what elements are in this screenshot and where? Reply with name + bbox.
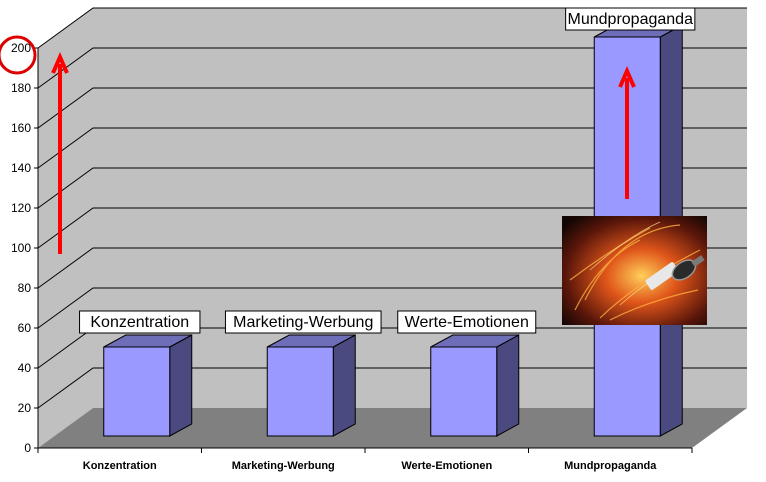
bar-front [266, 346, 334, 437]
data-label: Marketing-Werbung [224, 310, 382, 334]
bar-front [430, 346, 498, 437]
fire-photo [562, 216, 707, 325]
data-labels: Konzentration Marketing-Werbung Werte-Emot… [79, 7, 696, 334]
floor [38, 408, 747, 448]
bar [430, 334, 520, 437]
data-label-box [397, 310, 537, 334]
y-tick-label: 40 [18, 361, 32, 375]
lighter-icon [645, 255, 705, 290]
y-tick-label: 0 [24, 441, 31, 455]
gridline [37, 167, 747, 209]
data-label: Werte-Emotionen [397, 310, 537, 334]
gridline [37, 207, 747, 249]
arrow-up-icon [51, 52, 69, 254]
y-tick-label: 20 [18, 401, 32, 415]
x-tick-label: Marketing-Werbung [232, 460, 335, 472]
data-label-text: Marketing-Werbung [233, 314, 373, 331]
bar-front [103, 346, 171, 437]
gridline [37, 7, 747, 49]
bar [103, 334, 193, 437]
gridline [37, 287, 747, 329]
y-tick-labels: 0 20 40 60 80 100 120 140 160 180 200 [11, 41, 38, 455]
highlight-circle [0, 35, 37, 75]
y-tick-label: 80 [18, 281, 32, 295]
data-label-box [224, 310, 382, 334]
x-tick-labels: Konzentration Marketing-Werbung Werte-Emot… [83, 460, 657, 472]
data-label-box [79, 310, 201, 334]
data-label: Mundpropaganda [565, 7, 696, 31]
gridline [37, 47, 747, 89]
y-tick-label: 100 [11, 241, 31, 255]
x-tick-label: Werte-Emotionen [401, 460, 492, 472]
data-label-box [565, 7, 696, 31]
data-label: Konzentration [79, 310, 201, 334]
gridline [37, 87, 747, 129]
y-tick-label: 120 [11, 201, 31, 215]
bar-side [169, 334, 193, 437]
gridlines [37, 7, 747, 409]
gridline [37, 367, 747, 409]
data-label-text: Konzentration [90, 314, 189, 331]
y-tick-label: 180 [11, 81, 31, 95]
y-tick-label: 160 [11, 121, 31, 135]
y-tick-label: 200 [11, 41, 31, 55]
gridline [37, 127, 747, 169]
bar [266, 334, 356, 437]
bar-side [332, 334, 356, 437]
data-label-text: Werte-Emotionen [405, 314, 529, 331]
data-label-text: Mundpropaganda [568, 11, 694, 28]
y-tick-label: 140 [11, 161, 31, 175]
x-tick-label: Mundpropaganda [564, 460, 657, 472]
gridline [37, 247, 747, 289]
bar-side [496, 334, 520, 437]
y-tick-label: 60 [18, 321, 32, 335]
x-tick-label: Konzentration [83, 460, 157, 472]
arrow-up-icon [618, 66, 636, 199]
